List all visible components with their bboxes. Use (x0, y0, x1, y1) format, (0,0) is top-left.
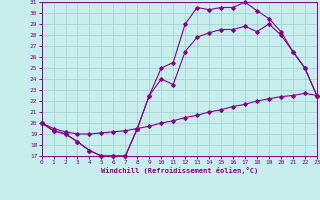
X-axis label: Windchill (Refroidissement éolien,°C): Windchill (Refroidissement éolien,°C) (100, 167, 258, 174)
